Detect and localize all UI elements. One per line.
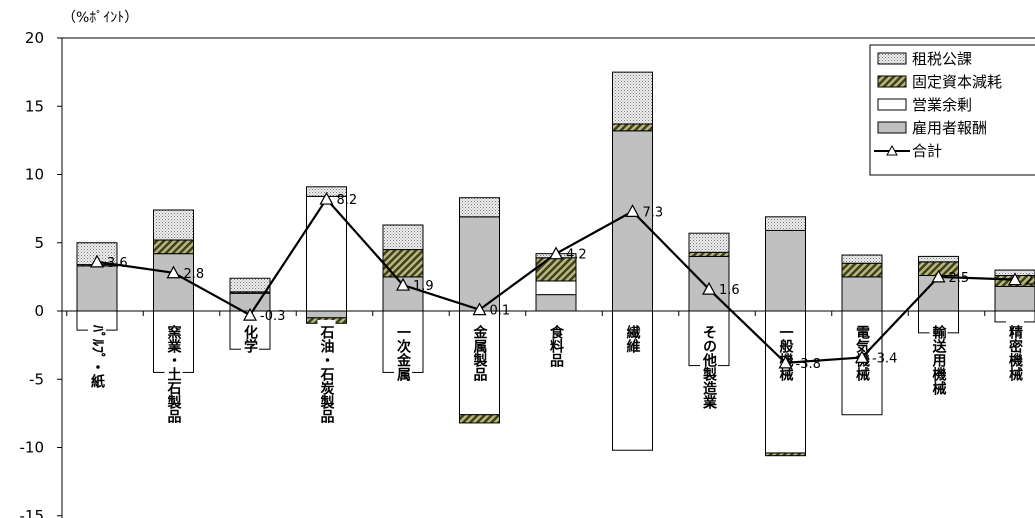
category-label: 一般機械 bbox=[778, 325, 794, 382]
category-label-bg bbox=[547, 320, 565, 371]
total-marker bbox=[242, 307, 258, 321]
total-marker bbox=[472, 302, 487, 316]
legend-label: 雇用者報酬 bbox=[912, 119, 987, 137]
category-label: 窯業・土石製品 bbox=[166, 324, 183, 424]
total-data-label: 1.9 bbox=[413, 279, 434, 294]
category-label-bg bbox=[623, 320, 642, 356]
bar-segment bbox=[153, 253, 194, 312]
total-data-label: -3.8 bbox=[796, 357, 821, 372]
category-label-bg bbox=[1006, 320, 1024, 386]
total-marker bbox=[778, 355, 793, 369]
y-tick-label: 5 bbox=[34, 234, 44, 252]
bar-segment bbox=[459, 414, 500, 424]
total-data-label: 3.6 bbox=[107, 256, 128, 271]
y-tick-label: -5 bbox=[29, 370, 44, 388]
y-tick-label: 15 bbox=[25, 97, 44, 115]
total-data-label: 0.1 bbox=[490, 304, 511, 319]
total-data-label: 2.3 bbox=[1025, 274, 1035, 289]
bar-segment bbox=[841, 262, 883, 278]
bar-segment bbox=[459, 197, 500, 218]
category-label-bg bbox=[470, 320, 489, 386]
total-marker bbox=[89, 254, 105, 268]
bar-segment bbox=[612, 71, 653, 125]
category-label: 精密機械 bbox=[1007, 324, 1024, 382]
y-tick-label: 10 bbox=[25, 166, 44, 184]
bar-segment bbox=[306, 310, 347, 319]
category-label: 繊維 bbox=[625, 324, 641, 354]
total-marker bbox=[701, 281, 717, 295]
category-label: 金属製品 bbox=[472, 324, 489, 382]
legend-swatch bbox=[877, 121, 907, 134]
total-data-label: 2.8 bbox=[184, 267, 205, 282]
category-label: ﾊﾟﾙﾌﾟ・紙 bbox=[89, 324, 106, 389]
total-marker bbox=[625, 204, 640, 217]
total-data-label: 1.6 bbox=[719, 283, 740, 298]
total-marker bbox=[166, 265, 181, 279]
bar-segment bbox=[459, 216, 500, 312]
category-label: 輸送用機械 bbox=[931, 324, 948, 396]
total-marker bbox=[548, 246, 564, 260]
bar-segment bbox=[688, 251, 730, 257]
category-label-bg bbox=[776, 320, 795, 386]
y-tick-label: 20 bbox=[25, 29, 44, 47]
bar-segment bbox=[918, 255, 959, 263]
legend-label: 営業余剰 bbox=[912, 96, 972, 114]
bar-segment bbox=[841, 254, 883, 264]
bar-segment bbox=[153, 239, 194, 255]
total-marker bbox=[1007, 272, 1023, 286]
bar-segment bbox=[76, 265, 118, 312]
total-marker bbox=[854, 350, 870, 364]
category-label-bg bbox=[700, 320, 718, 416]
category-label: その他製造業 bbox=[701, 325, 718, 410]
total-data-label: -3.4 bbox=[872, 351, 897, 366]
category-label: 食料品 bbox=[548, 324, 564, 368]
legend-swatch bbox=[877, 98, 907, 111]
category-label: 一次金属 bbox=[395, 325, 412, 382]
category-label-bg bbox=[241, 320, 259, 356]
bar-segment bbox=[994, 285, 1035, 312]
total-data-label: 7.3 bbox=[643, 205, 664, 220]
y-tick-label: -10 bbox=[20, 439, 45, 457]
category-label-bg bbox=[164, 320, 183, 431]
bar-segment bbox=[841, 276, 883, 312]
bar-segment bbox=[765, 229, 806, 312]
bar-segment bbox=[535, 280, 577, 296]
total-marker bbox=[931, 269, 946, 283]
bar-segment bbox=[382, 224, 424, 251]
total-data-label: 2.5 bbox=[949, 271, 970, 286]
total-marker bbox=[319, 191, 334, 205]
total-data-label: 4.2 bbox=[566, 248, 587, 263]
bar-segment bbox=[688, 232, 730, 253]
legend-swatch bbox=[877, 52, 907, 65]
bar-segment bbox=[765, 216, 806, 231]
legend-label: 租税公課 bbox=[912, 50, 972, 68]
bar-segment bbox=[535, 294, 577, 312]
legend-label: 合計 bbox=[912, 142, 942, 160]
total-data-label: 8.2 bbox=[337, 193, 358, 208]
category-label: 石油・石炭製品 bbox=[319, 325, 336, 424]
category-label: 化学 bbox=[242, 324, 258, 354]
bar-segment bbox=[612, 123, 653, 132]
legend-line-marker bbox=[886, 144, 898, 156]
category-label-bg bbox=[88, 320, 106, 431]
category-label-bg bbox=[317, 320, 336, 431]
bar-segment bbox=[229, 277, 271, 293]
bar-segment bbox=[765, 452, 806, 457]
bar-segment bbox=[382, 249, 424, 278]
bar-segment bbox=[153, 209, 194, 241]
y-tick-label: 0 bbox=[34, 302, 44, 320]
total-data-label: -0.3 bbox=[260, 309, 285, 324]
y-tick-label: -15 bbox=[20, 507, 45, 518]
category-label-bg bbox=[929, 320, 948, 401]
unit-label: （%ﾎﾟｲﾝﾄ） bbox=[62, 10, 138, 26]
legend-swatch bbox=[877, 75, 907, 88]
bar-segment bbox=[612, 130, 653, 312]
total-marker bbox=[395, 277, 411, 291]
legend-label: 固定資本減耗 bbox=[912, 73, 1002, 91]
category-label-bg bbox=[394, 320, 412, 386]
